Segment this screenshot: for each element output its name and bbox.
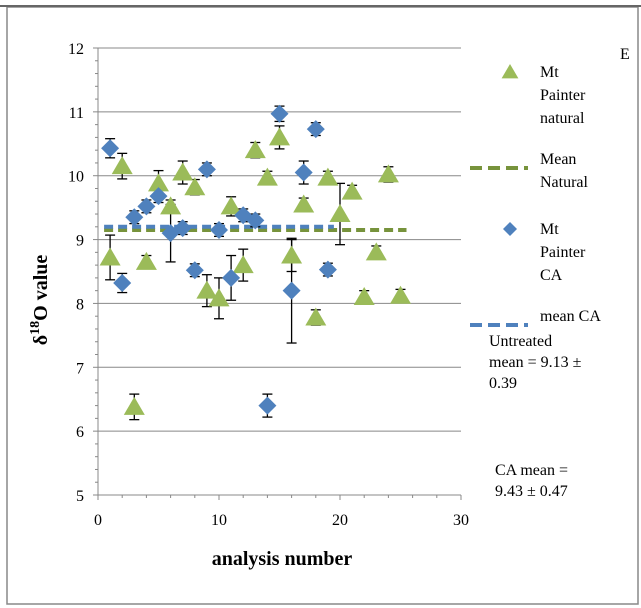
- legend-label-0-0: Mt: [540, 64, 559, 81]
- x-tick-label-2: 20: [332, 512, 348, 529]
- triangle-point-9: [208, 288, 230, 307]
- triangle-point-12: [244, 140, 266, 159]
- x-tick-label-1: 10: [211, 512, 227, 529]
- annotations: Untreated mean = 9.13 ± 0.39 CA mean = 9.43 …: [489, 333, 582, 500]
- y-tick-label-3: 8: [76, 296, 84, 313]
- legend-label-2-1: Painter: [540, 244, 586, 261]
- diamond-point-16: [294, 163, 313, 182]
- y-tick-label-0: 5: [76, 488, 84, 505]
- diamond-point-17: [306, 120, 325, 139]
- triangle-point-8: [196, 280, 218, 299]
- legend-label-1-0: Mean: [540, 151, 576, 168]
- triangle-point-22: [365, 242, 387, 261]
- diamond-point-1: [113, 273, 132, 292]
- triangle-point-15: [281, 245, 303, 264]
- y-tick-label-5: 10: [68, 169, 84, 186]
- diamond-point-14: [270, 104, 289, 123]
- triangle-point-4: [148, 173, 169, 192]
- annotation-1-line-1: 9.43 ± 0.47: [495, 483, 568, 500]
- x-tick-labels: 0 10 20 30: [94, 512, 469, 529]
- triangle-point-21: [353, 287, 375, 306]
- triangle-point-24: [390, 285, 411, 304]
- annotation-0-line-1: mean = 9.13 ±: [489, 354, 582, 371]
- diamond-point-2: [125, 208, 144, 227]
- triangle-point-17: [305, 307, 327, 326]
- legend-label-3-0: mean CA: [540, 308, 601, 325]
- y-tick-label-4: 9: [76, 233, 84, 250]
- diamond-point-4: [149, 187, 168, 206]
- triangle-point-0: [99, 247, 121, 266]
- triangle-point-11: [232, 255, 254, 274]
- diamond-point-3: [137, 197, 156, 216]
- panel-letter: E: [620, 46, 630, 63]
- x-tick-label-3: 30: [453, 512, 469, 529]
- diamond-point-13: [258, 396, 277, 415]
- triangle-point-2: [123, 396, 145, 415]
- diamond-point-15: [282, 281, 301, 300]
- diamond-point-9: [210, 220, 228, 239]
- triangle-point-7: [184, 177, 206, 196]
- legend: Mt Painter natural Mean Natural Mt Painter CA me…: [470, 64, 601, 327]
- diamond-point-6: [173, 219, 192, 238]
- y-tick-label-1: 6: [76, 424, 84, 441]
- legend-marker-diamond: [503, 222, 517, 236]
- y-tick-labels: 5 6 7 8 9 10 11 12: [68, 41, 84, 505]
- y-axis-title: δ18O value: [28, 255, 52, 346]
- annotation-0-line-2: 0.39: [489, 375, 517, 392]
- triangle-point-20: [341, 181, 363, 200]
- legend-label-0-1: Painter: [540, 87, 586, 104]
- legend-label-0-2: natural: [540, 110, 585, 127]
- data-markers: [99, 104, 411, 415]
- diamond-point-12: [246, 211, 265, 230]
- legend-label-1-1: Natural: [540, 174, 589, 191]
- x-axis-title: analysis number: [212, 548, 353, 570]
- diamond-point-8: [197, 160, 216, 179]
- annotation-0-line-0: Untreated: [489, 333, 552, 350]
- diamond-point-18: [318, 260, 337, 279]
- legend-label-2-0: Mt: [540, 221, 559, 238]
- diamond-point-0: [101, 139, 120, 158]
- triangle-point-5: [160, 196, 182, 215]
- y-tick-label-6: 11: [69, 105, 84, 122]
- triangle-point-10: [220, 196, 242, 215]
- diamond-point-7: [185, 261, 204, 280]
- axes: [93, 47, 462, 500]
- annotation-1-line-0: CA mean =: [495, 462, 568, 479]
- triangle-point-13: [256, 167, 278, 186]
- y-tick-label-7: 12: [68, 41, 84, 58]
- triangle-point-3: [135, 251, 157, 270]
- legend-marker-triangle: [501, 64, 519, 79]
- triangle-point-23: [377, 164, 399, 183]
- y-tick-label-2: 7: [76, 360, 84, 377]
- x-tick-label-0: 0: [94, 512, 102, 529]
- diamond-point-10: [222, 268, 241, 287]
- triangle-point-18: [317, 167, 339, 186]
- triangle-point-6: [172, 162, 194, 181]
- triangle-point-1: [111, 156, 133, 175]
- triangle-point-14: [269, 127, 290, 146]
- triangle-point-19: [329, 204, 351, 223]
- legend-label-2-2: CA: [540, 267, 563, 284]
- triangle-point-16: [293, 194, 315, 213]
